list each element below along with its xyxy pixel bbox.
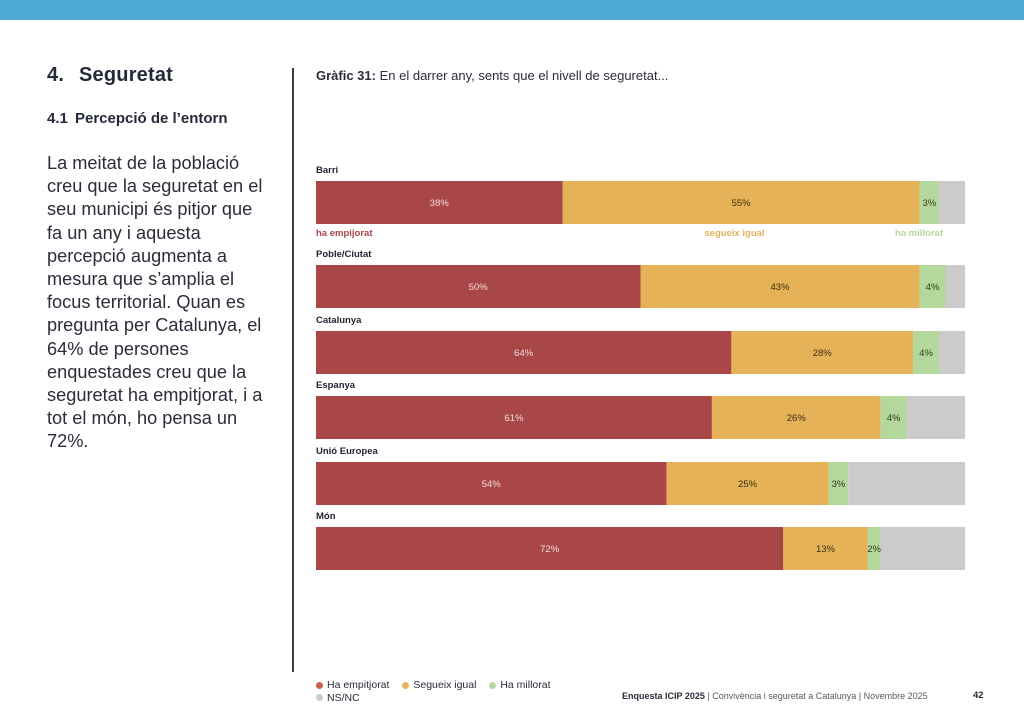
subsection-number: 4.1 — [47, 110, 68, 127]
data-label: 4% — [887, 413, 901, 424]
category-label-unio-europea: Unió Europea — [316, 446, 378, 457]
chart-title-text: En el darrer any, sents que el nivell de… — [375, 68, 669, 83]
bar-segment-poble-ciutat-0 — [316, 265, 641, 308]
bar-segment-mon-3 — [880, 527, 965, 570]
bar-segment-mon-2 — [867, 527, 881, 570]
data-label: 72% — [540, 544, 560, 555]
bar-segment-mon-0 — [316, 527, 784, 570]
bar-annotation-1: segueix igual — [704, 228, 764, 239]
legend-item-ha-empitjorat: Ha empitjorat — [316, 679, 389, 691]
bar-segment-espanya-1 — [711, 396, 881, 439]
bar-segment-barri-2 — [919, 181, 940, 224]
category-label-poble-ciutat: Poble/Ciutat — [316, 249, 372, 260]
legend-item-ns-nc: NS/NC — [316, 692, 360, 704]
category-label-catalunya: Catalunya — [316, 315, 362, 326]
chart-legend: Ha empitjorat Segueix igual Ha millorat … — [316, 679, 561, 704]
data-label: 54% — [482, 479, 502, 490]
legend-label: Ha empitjorat — [327, 679, 390, 691]
data-label: 13% — [816, 544, 836, 555]
data-label: 3% — [922, 198, 936, 209]
category-label-espanya: Espanya — [316, 380, 356, 391]
section-number: 4. — [47, 64, 65, 86]
data-label: 55% — [732, 198, 752, 209]
category-label-barri: Barri — [316, 165, 338, 176]
legend-item-ha-millorat: Ha millorat — [489, 679, 551, 691]
data-label: 50% — [469, 282, 489, 293]
section-title-text: Seguretat — [79, 64, 174, 86]
data-label: 38% — [430, 198, 450, 209]
column-divider — [292, 68, 294, 672]
bar-segment-poble-ciutat-1 — [640, 265, 920, 308]
section-title: 4. Seguretat — [47, 64, 173, 87]
bar-segment-unio-europea-3 — [848, 462, 965, 505]
legend-dot-icon — [316, 681, 323, 689]
bar-annotation-0: ha empijorat — [316, 228, 373, 239]
bar-segment-espanya-3 — [906, 396, 965, 439]
data-label: 64% — [514, 348, 534, 359]
bar-annotation-2: ha millorat — [895, 228, 944, 239]
data-label: 2% — [867, 544, 881, 555]
legend-dot-icon — [316, 694, 323, 701]
footer-details: | Convivència i seguretat a Catalunya | … — [704, 691, 928, 701]
legend-label: NS/NC — [327, 691, 360, 704]
bar-segment-mon-1 — [783, 527, 868, 570]
body-paragraph: La meitat de la població creu que la seg… — [47, 153, 263, 452]
data-label: 26% — [787, 413, 807, 424]
category-label-mon: Món — [316, 511, 336, 522]
bar-segment-poble-ciutat-2 — [919, 265, 946, 308]
bar-segment-poble-ciutat-3 — [945, 265, 965, 308]
legend-label: Segueix igual — [413, 679, 477, 691]
bar-segment-unio-europea-1 — [666, 462, 829, 505]
bar-segment-catalunya-3 — [939, 331, 965, 374]
bar-segment-unio-europea-2 — [828, 462, 849, 505]
legend-dot-icon — [489, 681, 497, 689]
page-number: 42 — [973, 690, 984, 701]
bar-segment-catalunya-2 — [913, 331, 940, 374]
data-label: 61% — [504, 413, 524, 424]
legend-dot-icon — [402, 681, 410, 689]
bar-segment-espanya-0 — [316, 396, 712, 439]
bar-segment-barri-3 — [939, 181, 965, 224]
bar-segment-barri-1 — [562, 181, 920, 224]
data-label: 3% — [832, 479, 846, 490]
legend-row-2: NS/NC — [316, 692, 561, 705]
bar-segment-catalunya-0 — [316, 331, 732, 374]
subsection-title: 4.1 Percepció de l’entorn — [47, 110, 228, 127]
bar-segment-barri-0 — [316, 181, 563, 224]
bar-segment-catalunya-1 — [731, 331, 914, 374]
footer-publication: Enquesta ICIP 2025 — [622, 691, 705, 701]
chart-title: Gràfic 31: En el darrer any, sents que e… — [316, 68, 668, 83]
legend-label: Ha millorat — [500, 679, 551, 691]
bar-segment-unio-europea-0 — [316, 462, 667, 505]
data-label: 28% — [813, 348, 833, 359]
data-label: 43% — [771, 282, 791, 293]
header-band — [0, 0, 1024, 20]
bar-segment-espanya-2 — [880, 396, 907, 439]
data-label: 25% — [738, 479, 758, 490]
legend-row-1: Ha empitjorat Segueix igual Ha millorat — [316, 679, 561, 692]
page-footer: Enquesta ICIP 2025 | Convivència i segur… — [622, 691, 928, 701]
subsection-title-text: Percepció de l’entorn — [75, 110, 228, 127]
data-label: 4% — [919, 348, 933, 359]
legend-item-segueix-igual: Segueix igual — [402, 679, 476, 691]
chart-title-prefix: Gràfic 31: — [316, 68, 376, 83]
data-label: 4% — [926, 282, 940, 293]
